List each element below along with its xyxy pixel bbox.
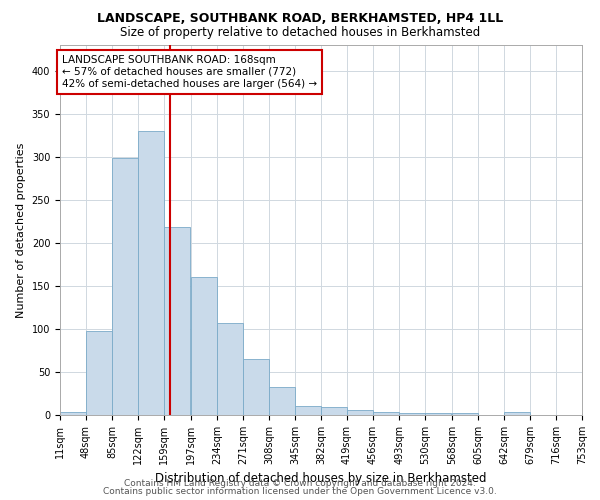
Bar bbox=[452, 414, 478, 415]
Text: LANDSCAPE SOUTHBANK ROAD: 168sqm
← 57% of detached houses are smaller (772)
42% : LANDSCAPE SOUTHBANK ROAD: 168sqm ← 57% o… bbox=[62, 56, 317, 88]
Bar bbox=[138, 131, 164, 415]
Bar bbox=[399, 414, 425, 415]
Bar bbox=[295, 406, 321, 415]
Bar bbox=[86, 330, 112, 415]
Bar bbox=[425, 414, 451, 415]
Bar bbox=[112, 158, 138, 415]
Y-axis label: Number of detached properties: Number of detached properties bbox=[16, 142, 26, 318]
Text: Contains HM Land Registry data © Crown copyright and database right 2024.: Contains HM Land Registry data © Crown c… bbox=[124, 478, 476, 488]
Bar bbox=[347, 410, 373, 415]
Bar bbox=[191, 278, 217, 415]
Text: Size of property relative to detached houses in Berkhamsted: Size of property relative to detached ho… bbox=[120, 26, 480, 39]
Text: Contains public sector information licensed under the Open Government Licence v3: Contains public sector information licen… bbox=[103, 487, 497, 496]
Text: LANDSCAPE, SOUTHBANK ROAD, BERKHAMSTED, HP4 1LL: LANDSCAPE, SOUTHBANK ROAD, BERKHAMSTED, … bbox=[97, 12, 503, 26]
Bar bbox=[504, 412, 530, 415]
Bar bbox=[321, 408, 347, 415]
Bar bbox=[60, 412, 86, 415]
Bar bbox=[269, 386, 295, 415]
Bar bbox=[243, 359, 269, 415]
X-axis label: Distribution of detached houses by size in Berkhamsted: Distribution of detached houses by size … bbox=[155, 472, 487, 486]
Bar bbox=[373, 412, 399, 415]
Bar bbox=[217, 323, 243, 415]
Bar bbox=[164, 226, 190, 415]
